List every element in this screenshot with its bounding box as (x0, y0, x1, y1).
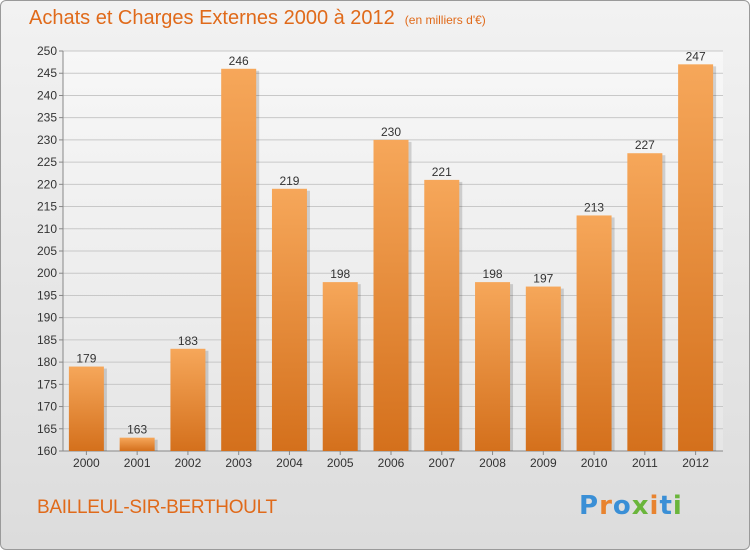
proxiti-logo: Proxiti (579, 491, 683, 521)
y-tick-label: 165 (37, 422, 57, 436)
y-tick-label: 220 (37, 177, 57, 191)
x-tick-label-2011: 2011 (632, 456, 658, 470)
logo-letter: t (659, 491, 673, 521)
y-tick-label: 225 (37, 155, 57, 169)
logo-letter: o (612, 491, 632, 521)
y-tick-label: 190 (37, 311, 57, 325)
x-tick-label-2008: 2008 (479, 456, 506, 470)
data-label-2010: 213 (584, 200, 604, 214)
chart-title-block: Achats et Charges Externes 2000 à 2012 (e… (29, 7, 486, 30)
bar-2012 (678, 64, 714, 452)
bar-2002 (170, 348, 206, 451)
place-name: BAILLEUL-SIR-BERTHOULT (37, 497, 277, 518)
data-label-2003: 246 (229, 54, 249, 68)
y-tick-label: 205 (37, 244, 57, 258)
data-label-2007: 221 (432, 165, 452, 179)
logo-letter: i (672, 491, 683, 521)
bar-2004 (271, 188, 307, 451)
y-tick-label: 240 (37, 88, 57, 102)
data-label-2000: 179 (76, 352, 96, 366)
x-tick-label-2010: 2010 (581, 456, 608, 470)
y-tick-label: 175 (37, 377, 57, 391)
chart-subtitle: (en milliers d'€) (404, 13, 486, 27)
data-label-2011: 227 (635, 138, 655, 152)
x-tick-label-2009: 2009 (530, 456, 557, 470)
data-label-2002: 183 (178, 334, 198, 348)
data-label-2012: 247 (686, 49, 706, 63)
bar-2009 (525, 286, 561, 451)
y-tick-label: 195 (37, 288, 57, 302)
y-tick-label: 200 (37, 266, 57, 280)
bar-2007 (424, 179, 460, 451)
bar-2010 (576, 215, 612, 451)
x-tick-label-2007: 2007 (428, 456, 455, 470)
x-tick-label-2006: 2006 (378, 456, 405, 470)
data-label-2009: 197 (533, 272, 553, 286)
x-tick-label-2003: 2003 (225, 456, 252, 470)
x-tick-label-2001: 2001 (124, 456, 151, 470)
data-label-2005: 198 (330, 267, 350, 281)
bar-2000 (68, 366, 104, 451)
bar-2003 (221, 68, 257, 452)
data-label-2001: 163 (127, 423, 147, 437)
x-tick-label-2000: 2000 (73, 456, 100, 470)
y-tick-label: 235 (37, 111, 57, 125)
bar-2006 (373, 139, 409, 451)
y-tick-label: 230 (37, 133, 57, 147)
x-tick-label-2005: 2005 (327, 456, 354, 470)
y-tick-label: 210 (37, 222, 57, 236)
bar-2008 (475, 282, 511, 451)
logo-letter: x (631, 491, 650, 521)
data-label-2008: 198 (483, 267, 503, 281)
y-tick-label: 245 (37, 66, 57, 80)
x-tick-label-2004: 2004 (276, 456, 303, 470)
y-tick-label: 185 (37, 333, 57, 347)
logo-letter: i (649, 491, 660, 521)
y-tick-label: 180 (37, 355, 57, 369)
data-label-2004: 219 (279, 174, 299, 188)
logo-letter: P (579, 491, 600, 521)
chart-title: Achats et Charges Externes 2000 à 2012 (29, 7, 395, 29)
y-tick-label: 215 (37, 200, 57, 214)
logo-letter: r (599, 491, 613, 521)
bar-2001 (119, 437, 155, 451)
y-tick-label: 170 (37, 400, 57, 414)
bar-2011 (627, 153, 663, 451)
bar-2005 (322, 282, 358, 451)
y-tick-label: 250 (37, 44, 57, 58)
data-label-2006: 230 (381, 125, 401, 139)
x-tick-label-2012: 2012 (682, 456, 709, 470)
x-tick-label-2002: 2002 (175, 456, 202, 470)
y-tick-label: 160 (37, 444, 57, 458)
